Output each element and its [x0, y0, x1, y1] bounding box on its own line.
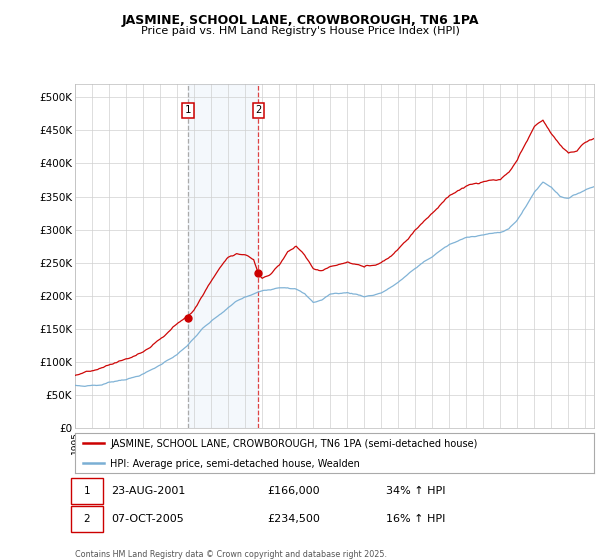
Text: 34% ↑ HPI: 34% ↑ HPI: [386, 487, 446, 496]
Text: £234,500: £234,500: [267, 515, 320, 524]
Text: JASMINE, SCHOOL LANE, CROWBOROUGH, TN6 1PA (semi-detached house): JASMINE, SCHOOL LANE, CROWBOROUGH, TN6 1…: [110, 439, 478, 449]
Text: 1: 1: [185, 105, 191, 115]
Text: Contains HM Land Registry data © Crown copyright and database right 2025.
This d: Contains HM Land Registry data © Crown c…: [75, 550, 387, 560]
Text: 23-AUG-2001: 23-AUG-2001: [112, 487, 186, 496]
Text: JASMINE, SCHOOL LANE, CROWBOROUGH, TN6 1PA: JASMINE, SCHOOL LANE, CROWBOROUGH, TN6 1…: [121, 14, 479, 27]
Bar: [188, 84, 258, 428]
Text: HPI: Average price, semi-detached house, Wealden: HPI: Average price, semi-detached house,…: [110, 459, 360, 469]
Text: 16% ↑ HPI: 16% ↑ HPI: [386, 515, 446, 524]
Text: 1: 1: [83, 487, 90, 496]
Text: 2: 2: [255, 105, 262, 115]
Text: Price paid vs. HM Land Registry's House Price Index (HPI): Price paid vs. HM Land Registry's House …: [140, 26, 460, 36]
Text: 2: 2: [83, 515, 90, 524]
FancyBboxPatch shape: [71, 506, 103, 533]
Text: 07-OCT-2005: 07-OCT-2005: [112, 515, 184, 524]
FancyBboxPatch shape: [71, 478, 103, 505]
Text: £166,000: £166,000: [267, 487, 320, 496]
